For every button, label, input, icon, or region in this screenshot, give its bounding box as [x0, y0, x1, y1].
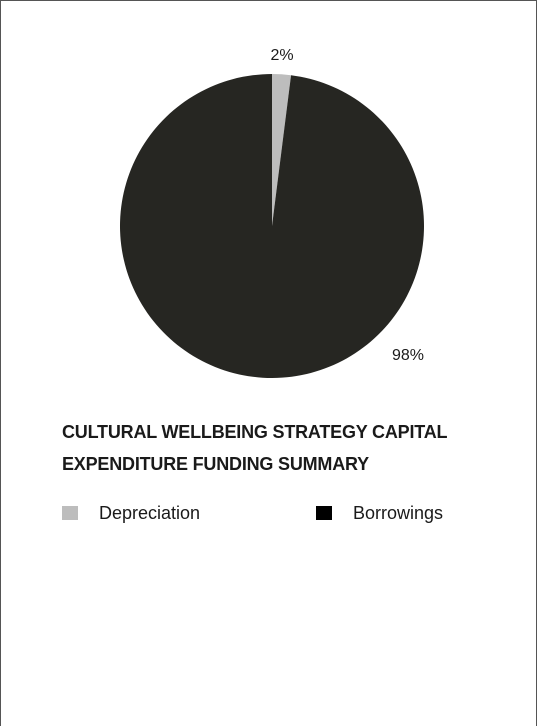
pie-slice-borrowings — [120, 74, 425, 378]
legend: Depreciation Borrowings — [62, 498, 522, 528]
legend-swatch-borrowings — [316, 506, 332, 520]
legend-label-depreciation: Depreciation — [99, 502, 201, 523]
pie-chart: 2% 98% — [120, 47, 425, 378]
legend-swatch-depreciation — [62, 506, 78, 520]
pie-slices — [120, 74, 425, 378]
pie-labels: 2% 98% — [270, 47, 424, 364]
legend-item-depreciation: Depreciation — [62, 498, 200, 528]
pie-label-borrowings: 98% — [392, 347, 424, 364]
chart-title: CULTURAL WELLBEING STRATEGY CAPITAL EXPE… — [62, 422, 447, 474]
legend-label-borrowings: Borrowings — [353, 502, 444, 523]
legend-item-borrowings: Borrowings — [316, 498, 443, 528]
pie-slice-depreciation — [272, 74, 292, 226]
pie-label-depreciation: 2% — [270, 47, 293, 64]
